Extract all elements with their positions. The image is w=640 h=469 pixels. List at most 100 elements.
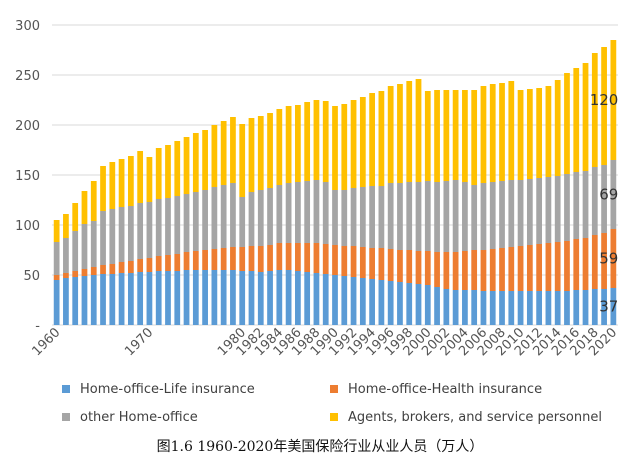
bar-other-1960 — [53, 242, 60, 275]
bar-health-2010 — [517, 246, 524, 291]
bar-other-1967 — [118, 207, 125, 262]
bar-health-1995 — [378, 248, 385, 280]
bar-agents-1976 — [202, 130, 208, 190]
bar-agents-2002 — [443, 90, 450, 181]
y-tick-label: 100 — [15, 219, 40, 234]
bar-agents-1983 — [267, 113, 273, 188]
bar-other-1983 — [267, 188, 273, 245]
bar-life-1986 — [295, 271, 301, 325]
bar-life-1996 — [387, 281, 394, 325]
bar-other-2016 — [573, 172, 580, 239]
bar-life-2013 — [545, 291, 552, 325]
bar-other-1994 — [369, 186, 375, 248]
bar-life-2003 — [452, 290, 459, 325]
y-tick-label: 150 — [15, 169, 40, 184]
bar-agents-1962 — [72, 203, 79, 231]
bar-other-2012 — [536, 178, 543, 244]
bar-health-2006 — [480, 250, 487, 291]
bar-life-2017 — [582, 290, 589, 325]
bar-life-1979 — [230, 270, 236, 325]
bar-health-1994 — [369, 248, 375, 279]
bar-life-1978 — [220, 270, 227, 325]
bar-other-1965 — [100, 211, 106, 265]
bar-life-1962 — [72, 277, 79, 325]
bar-agents-1961 — [63, 214, 69, 238]
bar-agents-1964 — [90, 181, 97, 221]
bar-agents-1987 — [304, 102, 311, 181]
bar-health-2012 — [536, 244, 543, 291]
bar-life-1976 — [202, 270, 208, 325]
bar-health-2003 — [452, 252, 459, 290]
data-label-2020-agents: 120 — [590, 91, 619, 109]
bar-life-2014 — [554, 291, 561, 325]
bar-other-2006 — [480, 183, 487, 250]
bar-other-1985 — [285, 183, 292, 243]
bar-life-1971 — [155, 271, 162, 325]
bar-life-1975 — [192, 270, 199, 325]
bar-life-2018 — [591, 289, 598, 325]
legend: Home-office-Life insurance Home-office-H… — [62, 380, 622, 426]
bar-agents-1992 — [350, 100, 357, 188]
bar-life-1993 — [359, 278, 366, 325]
bar-agents-1972 — [165, 145, 171, 198]
bar-health-2004 — [462, 251, 468, 290]
bar-other-1991 — [341, 190, 348, 246]
bar-agents-2017 — [582, 63, 589, 171]
bar-other-2013 — [545, 177, 552, 243]
bar-health-1992 — [350, 246, 357, 277]
bar-agents-2004 — [462, 90, 468, 182]
bar-agents-2015 — [564, 73, 570, 174]
bar-agents-1979 — [230, 117, 236, 183]
bar-agents-1995 — [378, 91, 385, 186]
bar-health-1962 — [72, 271, 79, 277]
bar-agents-1968 — [127, 156, 134, 206]
bar-agents-1965 — [100, 166, 106, 211]
bar-agents-1980 — [239, 124, 246, 197]
bar-life-1972 — [165, 271, 171, 325]
bar-other-1989 — [322, 182, 329, 244]
bar-life-1974 — [183, 270, 190, 325]
bar-other-2004 — [462, 182, 468, 251]
bar-life-2008 — [499, 291, 505, 325]
legend-item-agents: Agents, brokers, and service personnel — [330, 408, 622, 426]
bar-agents-1975 — [192, 133, 199, 192]
bar-other-1984 — [276, 185, 283, 243]
legend-label-agents: Agents, brokers, and service personnel — [348, 409, 602, 425]
bar-other-1977 — [211, 187, 218, 249]
bar-life-2000 — [424, 285, 431, 325]
bar-life-1988 — [313, 273, 320, 325]
bar-life-2001 — [434, 287, 440, 325]
bar-other-1995 — [378, 186, 385, 248]
bar-health-1966 — [109, 264, 116, 274]
bar-life-1980 — [239, 271, 246, 325]
bar-health-2018 — [591, 235, 598, 289]
bar-agents-1971 — [155, 148, 162, 199]
bar-life-1966 — [109, 274, 116, 325]
y-tick-label: - — [35, 319, 40, 334]
bar-agents-1969 — [137, 151, 144, 203]
bar-agents-2006 — [480, 86, 487, 183]
bar-health-1970 — [146, 258, 153, 272]
bar-health-1982 — [257, 246, 264, 272]
y-tick-label: 200 — [15, 119, 40, 134]
bar-health-1971 — [155, 256, 162, 271]
bar-agents-1981 — [248, 118, 255, 192]
bar-life-1961 — [63, 278, 69, 325]
bar-other-2011 — [526, 179, 533, 245]
legend-label-other: other Home-office — [80, 409, 198, 425]
bar-life-2020 — [610, 288, 617, 325]
bar-health-1993 — [359, 247, 366, 278]
y-tick-label: 250 — [15, 69, 40, 84]
bar-life-2011 — [526, 291, 533, 325]
bar-agents-1966 — [109, 162, 116, 209]
bar-other-2003 — [452, 180, 459, 252]
bar-agents-2008 — [499, 83, 505, 181]
bar-agents-1974 — [183, 137, 190, 194]
bar-life-1990 — [332, 275, 338, 325]
bar-health-1980 — [239, 247, 246, 271]
bar-agents-1984 — [276, 109, 283, 185]
bar-agents-1994 — [369, 93, 375, 186]
bar-other-1997 — [397, 183, 403, 250]
bar-health-1964 — [90, 267, 97, 275]
